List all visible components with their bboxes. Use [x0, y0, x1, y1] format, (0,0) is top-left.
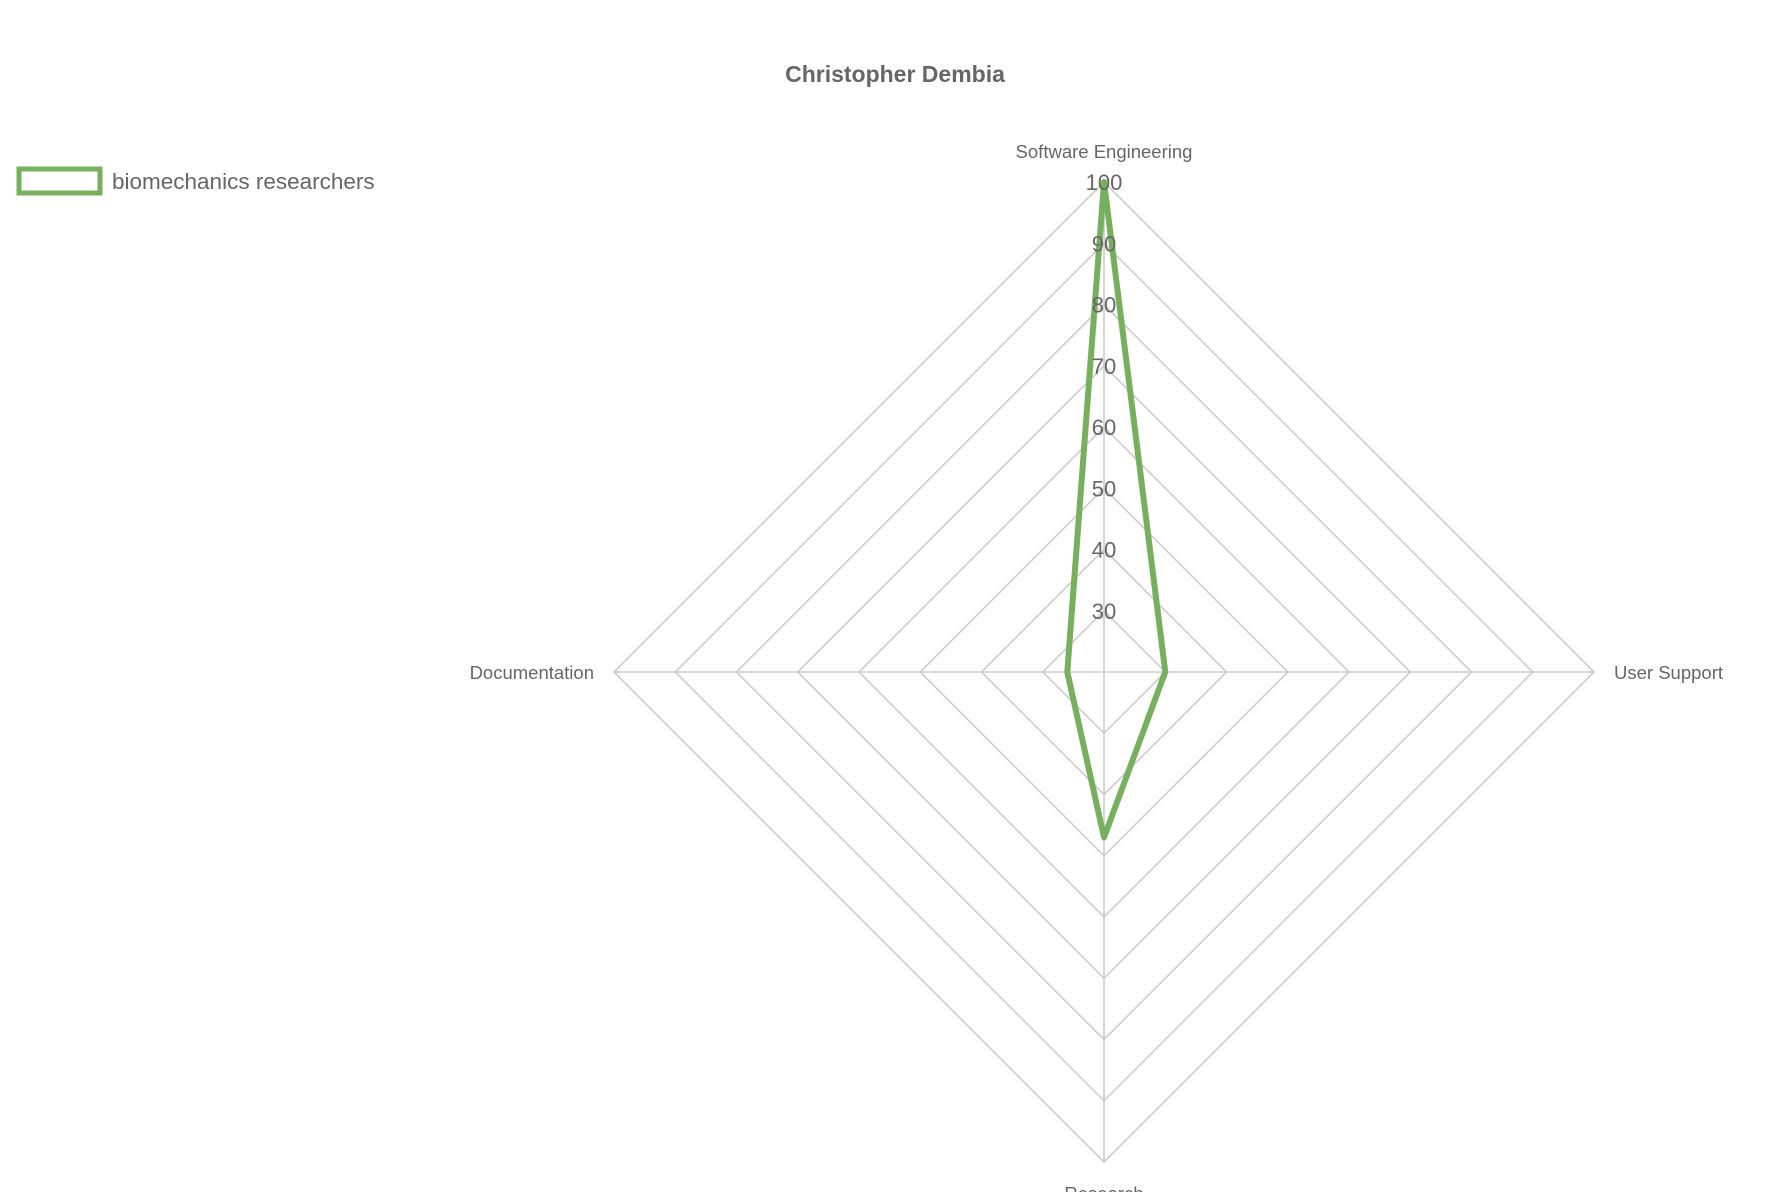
- tick-label: 30: [1092, 599, 1116, 624]
- axis-label: User Support: [1614, 662, 1723, 683]
- tick-label: 40: [1092, 538, 1116, 563]
- axis-label: Software Engineering: [1016, 141, 1193, 162]
- axis-label: Documentation: [470, 662, 594, 683]
- tick-label: 50: [1092, 476, 1116, 501]
- tick-labels: 30 40 50 60 70 80 90 100: [1086, 170, 1123, 624]
- legend-label: biomechanics researchers: [112, 169, 375, 194]
- tick-label: 80: [1092, 293, 1116, 318]
- tick-label: 90: [1092, 231, 1116, 256]
- legend-swatch: [16, 166, 103, 196]
- tick-label: 60: [1092, 415, 1116, 440]
- axis-labels: Software Engineering User Support Research…: [470, 141, 1723, 1192]
- tick-label: 70: [1092, 354, 1116, 379]
- axis-label: Research: [1064, 1183, 1143, 1192]
- legend[interactable]: biomechanics researchers: [16, 166, 375, 196]
- series-line: [1064, 179, 1169, 841]
- grid-spokes: [614, 182, 1594, 1162]
- tick-label: 100: [1086, 170, 1123, 195]
- chart-title: Christopher Dembia: [785, 61, 1005, 87]
- series-layer: [1064, 179, 1169, 841]
